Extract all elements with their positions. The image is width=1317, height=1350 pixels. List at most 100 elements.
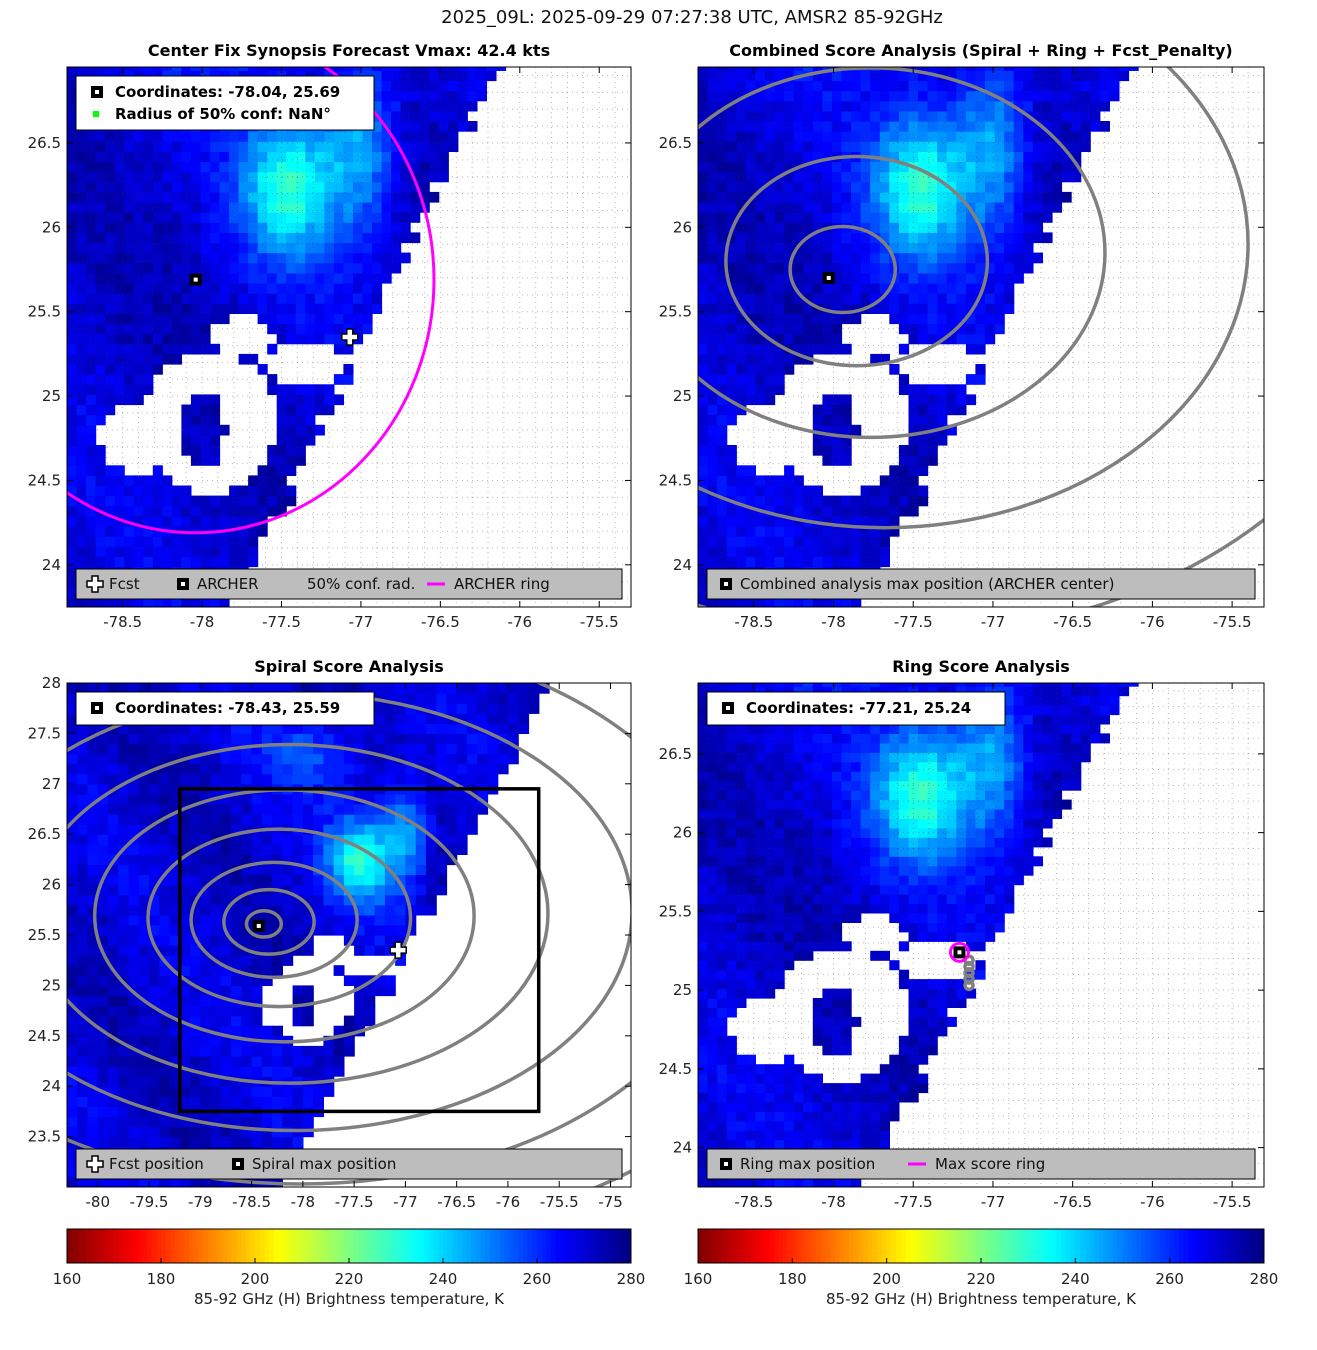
contour-line: [963, 979, 975, 992]
y-tick-label: 25: [42, 387, 61, 405]
axes-frame: [697, 66, 1265, 608]
panel-combined: -78.5 -78 -77.5 -77 -76.5 -76 -75.5 24 24.5 25 25.…: [659, 41, 1265, 631]
x-tick-label: -76: [508, 613, 533, 631]
y-tick-label: 26: [42, 876, 61, 894]
panel-title: Center Fix Synopsis Forecast Vmax: 42.4 …: [148, 41, 550, 60]
y-tick-label: 25: [673, 981, 692, 999]
x-tick-label: -75: [598, 1193, 623, 1211]
x-tick-label: -76.5: [421, 613, 460, 631]
spiral-max-marker-inner: [256, 923, 261, 928]
y-tick-label: 26: [673, 218, 692, 236]
colorbar-label: 85-92 GHz (H) Brightness temperature, K: [826, 1290, 1137, 1308]
y-tick-label: 23.5: [28, 1128, 61, 1146]
plot-area-ring: [698, 683, 1264, 1187]
legend: Fcst ARCHER 50% conf. rad. ARCHER ring: [75, 568, 623, 600]
info-box: Coordinates: -78.04, 25.69 Radius of 50% …: [75, 75, 375, 131]
colorbar-tick-label: 160: [684, 1270, 713, 1288]
legend-label: ARCHER: [197, 575, 259, 593]
tb-field-synopsis: [67, 67, 507, 607]
panel-title: Spiral Score Analysis: [254, 657, 444, 676]
contour-line: [146, 827, 413, 1009]
search-box: [178, 787, 541, 1114]
colorbar-label: 85-92 GHz (H) Brightness temperature, K: [194, 1290, 505, 1308]
fcst-marker: [389, 941, 407, 959]
x-tick-label: -78.5: [734, 1193, 773, 1211]
contour-line: [698, 67, 1250, 530]
x-tick-label: -75.5: [540, 1193, 579, 1211]
x-tick-label: -78: [821, 1193, 846, 1211]
y-tick-label: 26.5: [28, 825, 61, 843]
y-tick-label: 25.5: [659, 303, 692, 321]
x-tick-label: -77.5: [894, 613, 933, 631]
legend-label: Fcst: [109, 575, 140, 593]
x-tick-label: -78.5: [232, 1193, 271, 1211]
colorbar-tick-label: 240: [1061, 1270, 1090, 1288]
x-tick-label: -76: [496, 1193, 521, 1211]
x-tick-label: -78: [821, 613, 846, 631]
y-tick-label: 24: [673, 556, 692, 574]
y-tick-label: 26: [673, 824, 692, 842]
contour-line: [698, 67, 1107, 440]
legend-label: ARCHER ring: [454, 575, 550, 593]
axes-frame: [697, 682, 1265, 1188]
x-tick-label: -79.5: [130, 1193, 169, 1211]
colorbar-tick-label: 180: [147, 1270, 176, 1288]
info-box: Coordinates: -78.43, 25.59: [75, 691, 375, 726]
archer-marker-inner: [193, 277, 198, 282]
legend-label: Ring max position: [740, 1155, 875, 1173]
x-tick-label: -77.5: [894, 1193, 933, 1211]
y-tick-label: 24: [42, 1077, 61, 1095]
panel-title: Combined Score Analysis (Spiral + Ring +…: [729, 41, 1232, 60]
legend-label: 50% conf. rad.: [307, 575, 415, 593]
max-score-ring: [948, 941, 970, 963]
colorbar-tick-label: 180: [778, 1270, 807, 1288]
y-tick-label: 27.5: [28, 724, 61, 742]
x-tick-label: -78: [291, 1193, 316, 1211]
plot-layer: -78.5 -78 -77.5 -77 -76.5 -76 -75.5 24 24.5 25 25.…: [28, 41, 1279, 1308]
x-tick-label: -78.5: [734, 613, 773, 631]
colorbar-tick-label: 220: [335, 1270, 364, 1288]
x-tick-label: -77: [393, 1193, 418, 1211]
x-tick-label: -77.5: [262, 613, 301, 631]
y-tick-label: 25: [673, 387, 692, 405]
legend: Fcst position Spiral max position: [75, 1148, 623, 1180]
colorbar-tick-label: 160: [53, 1270, 82, 1288]
colorbar-tick-label: 280: [1250, 1270, 1279, 1288]
x-tick-label: -76.5: [1053, 613, 1092, 631]
y-tick-label: 26.5: [659, 745, 692, 763]
plot-area-synopsis: [67, 67, 631, 607]
y-tick-label: 25.5: [659, 902, 692, 920]
contour-line: [724, 154, 990, 368]
colorbar-tick-label: 240: [429, 1270, 458, 1288]
colorbar-tick-label: 200: [872, 1270, 901, 1288]
x-tick-label: -76: [1140, 613, 1165, 631]
contour-line: [244, 909, 284, 939]
contour-line: [788, 224, 898, 315]
legend-label: Fcst position: [109, 1155, 204, 1173]
contour-line: [189, 860, 359, 980]
legend-fcst-icon: [86, 575, 104, 593]
x-tick-label: -77.5: [335, 1193, 374, 1211]
colorbar-tick-label: 280: [617, 1270, 646, 1288]
y-tick-label: 25.5: [28, 303, 61, 321]
legend: Combined analysis max position (ARCHER c…: [706, 568, 1256, 600]
y-tick-label: 27: [42, 775, 61, 793]
y-tick-label: 24: [42, 556, 61, 574]
x-tick-label: -78: [190, 613, 215, 631]
panel-synopsis: -78.5 -78 -77.5 -77 -76.5 -76 -75.5 24 24.5 25 25.…: [28, 41, 632, 631]
x-tick-label: -75.5: [1213, 613, 1252, 631]
x-tick-label: -77: [349, 613, 374, 631]
y-tick-label: 24.5: [659, 1060, 692, 1078]
legend-label: Combined analysis max position (ARCHER c…: [740, 575, 1114, 593]
legend-fcst-icon: [86, 1155, 104, 1173]
x-tick-label: -77: [981, 1193, 1006, 1211]
panel-spiral: -80 -79.5 -79 -78.5 -78 -77.5 -77 -76.5 -76 -75.5…: [28, 657, 632, 1211]
x-tick-label: -76.5: [437, 1193, 476, 1211]
y-tick-label: 26.5: [28, 134, 61, 152]
info-text: Coordinates: -77.21, 25.24: [746, 699, 971, 717]
contour-line: [67, 742, 550, 1085]
x-tick-label: -75.5: [1213, 1193, 1252, 1211]
info-dot: [93, 111, 99, 117]
info-text: Coordinates: -78.43, 25.59: [115, 699, 340, 717]
